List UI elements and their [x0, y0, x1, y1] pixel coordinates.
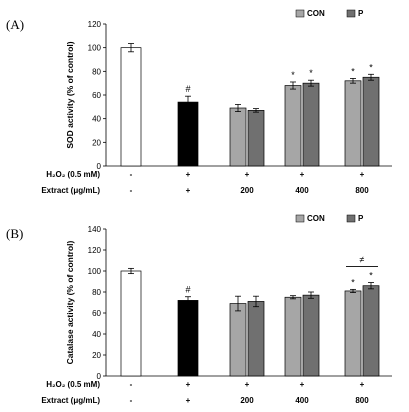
- y-tick-label: 60: [92, 91, 101, 100]
- bar-p-3: [302, 82, 320, 167]
- y-tick-label: 120: [88, 246, 102, 255]
- legend-label-p: P: [358, 9, 364, 18]
- bar-p-2: [247, 110, 265, 167]
- row-label-extract: Extract (μg/mL): [41, 396, 100, 405]
- condition-extract: 400: [295, 186, 309, 195]
- bar-con-3: [284, 85, 302, 167]
- condition-extract: +: [186, 186, 191, 195]
- bar-con-3: [284, 296, 302, 377]
- y-tick-label: 20: [92, 138, 101, 147]
- condition-extract: 800: [355, 396, 369, 405]
- row-label-h2o2: H₂O₂ (0.5 mM): [46, 380, 100, 389]
- condition-h2o2: +: [245, 170, 250, 179]
- row-label-h2o2: H₂O₂ (0.5 mM): [46, 170, 100, 179]
- bar-h2o2-1: [177, 101, 199, 167]
- legend-label-con: CON: [307, 9, 325, 18]
- legend-label-p: P: [358, 214, 364, 223]
- condition-h2o2: +: [186, 380, 191, 389]
- row-label-extract: Extract (μg/mL): [41, 186, 100, 195]
- bar-p-2: [247, 301, 265, 377]
- significance-mark: #: [185, 285, 190, 295]
- panel-label: (A): [6, 17, 24, 32]
- condition-h2o2: +: [300, 170, 305, 179]
- bar-p-4: [362, 285, 380, 377]
- legend-swatch-con: [295, 214, 305, 223]
- condition-h2o2: -: [130, 380, 133, 389]
- legend-swatch-p: [346, 214, 356, 223]
- significance-mark: *: [369, 62, 373, 72]
- condition-h2o2: +: [245, 380, 250, 389]
- condition-h2o2: +: [300, 380, 305, 389]
- bar-p-3: [302, 294, 320, 377]
- significance-mark: *: [369, 271, 373, 281]
- condition-h2o2: +: [186, 170, 191, 179]
- condition-h2o2: +: [360, 170, 365, 179]
- y-tick-label: 0: [97, 162, 102, 171]
- bar-control-0: [120, 270, 142, 377]
- significance-mark: *: [351, 66, 355, 76]
- y-tick-label: 140: [88, 225, 102, 234]
- condition-extract: 800: [355, 186, 369, 195]
- legend-label-con: CON: [307, 214, 325, 223]
- condition-extract: -: [130, 186, 133, 195]
- condition-extract: 200: [240, 396, 254, 405]
- y-tick-label: 40: [92, 330, 101, 339]
- y-tick-label: 100: [88, 267, 102, 276]
- y-tick-label: 60: [92, 309, 101, 318]
- significance-mark: *: [351, 277, 355, 287]
- significance-mark: *: [309, 68, 313, 78]
- bar-con-4: [344, 80, 362, 167]
- y-tick-label: 120: [88, 20, 102, 29]
- y-tick-label: 40: [92, 115, 101, 124]
- significance-mark: *: [291, 70, 295, 80]
- panel-label: (B): [6, 226, 23, 241]
- group-significance-mark: ≠: [360, 255, 365, 265]
- bar-p-4: [362, 76, 380, 167]
- bar-con-4: [344, 290, 362, 377]
- bar-control-0: [120, 47, 142, 167]
- legend-swatch-con: [295, 9, 305, 18]
- bar-con-2: [229, 303, 247, 377]
- condition-extract: +: [186, 396, 191, 405]
- bar-h2o2-1: [177, 300, 199, 377]
- y-axis-label: Catalase activity (% of control): [65, 240, 75, 364]
- condition-extract: -: [130, 396, 133, 405]
- condition-h2o2: -: [130, 170, 133, 179]
- y-tick-label: 80: [92, 288, 101, 297]
- y-tick-label: 20: [92, 351, 101, 360]
- y-axis-label: SOD activity (% of control): [65, 41, 75, 148]
- significance-mark: #: [185, 84, 190, 94]
- chart-panel-1: (A) 0 20 40 60 80 100 120 SOD activity (% of con…: [6, 9, 392, 195]
- condition-h2o2: +: [360, 380, 365, 389]
- chart-panel-2: (B) 0 20 40 60 80 100 120 140 Catalase activity (…: [6, 214, 392, 405]
- condition-extract: 400: [295, 396, 309, 405]
- y-tick-label: 80: [92, 67, 101, 76]
- condition-extract: 200: [240, 186, 254, 195]
- bar-con-2: [229, 107, 247, 167]
- legend-swatch-p: [346, 9, 356, 18]
- y-tick-label: 0: [97, 372, 102, 381]
- y-tick-label: 100: [88, 44, 102, 53]
